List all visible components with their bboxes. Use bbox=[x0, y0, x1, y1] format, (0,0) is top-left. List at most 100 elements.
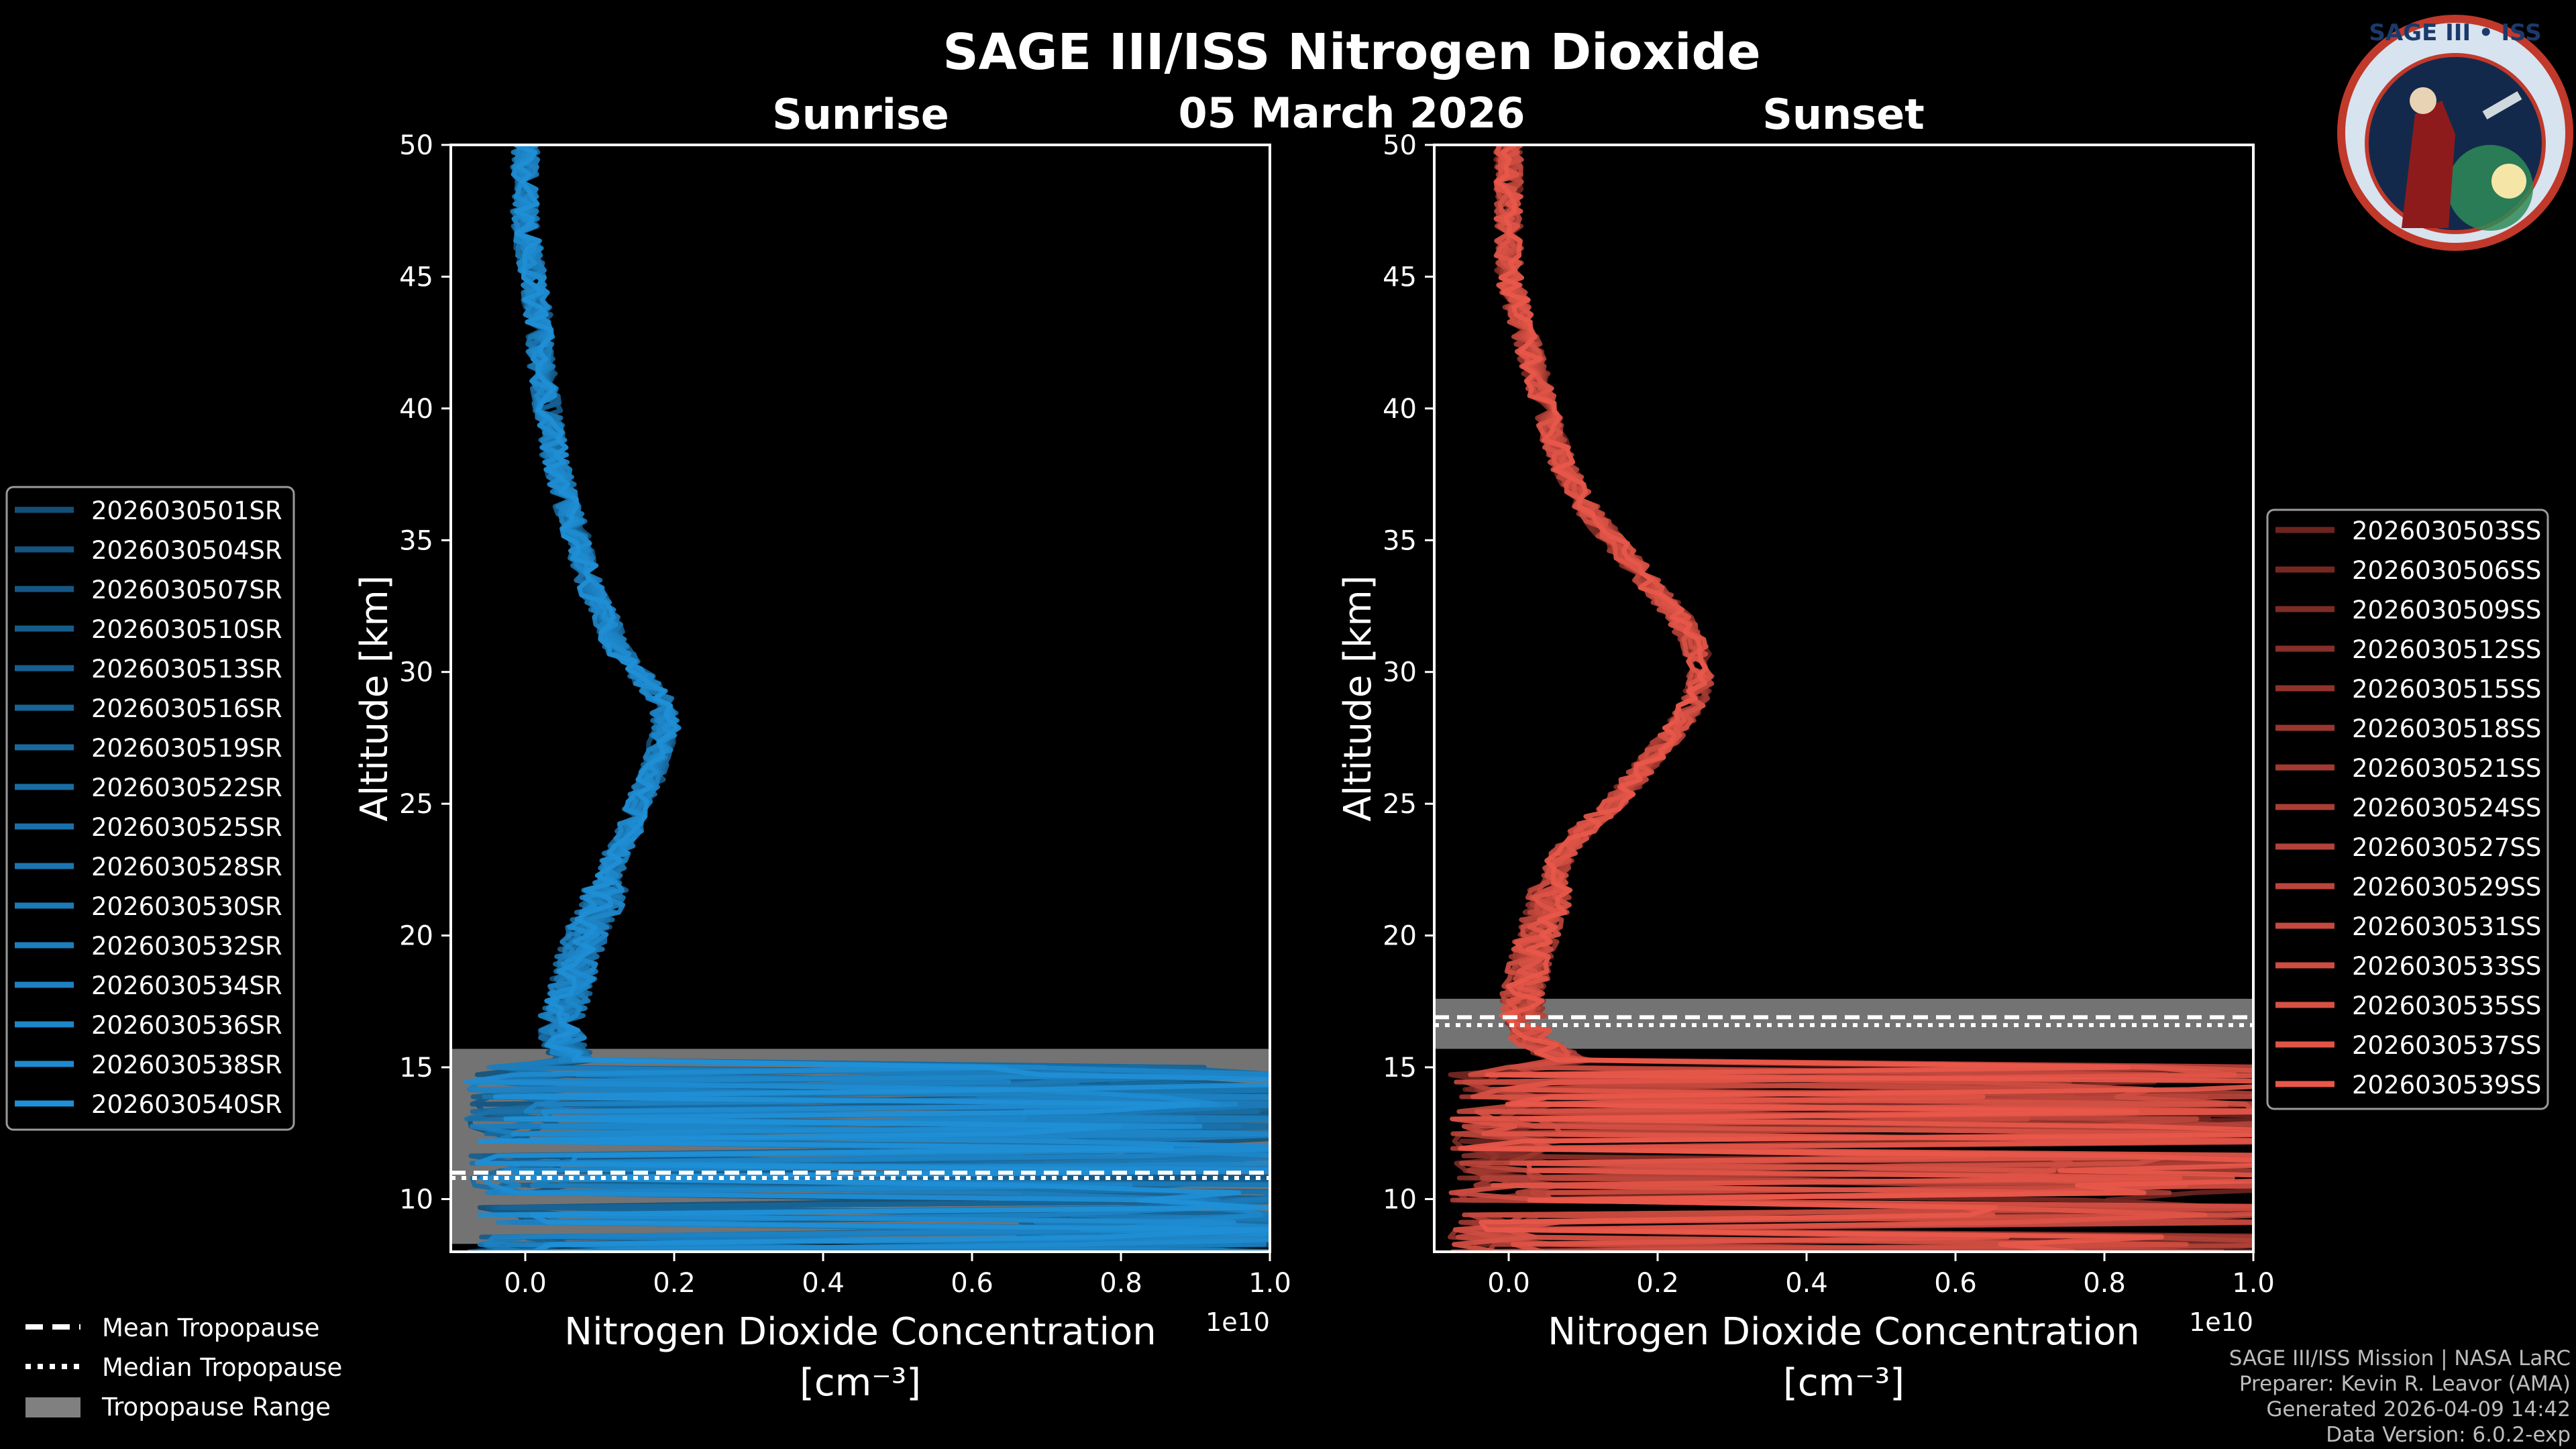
sunset-ytick-label: 35 bbox=[1383, 525, 1417, 556]
legend-label-2026030527SS: 2026030527SS bbox=[2352, 833, 2541, 862]
sunrise-xaxis-unit: [cm⁻³] bbox=[800, 1361, 921, 1405]
sunrise-ytick-label: 15 bbox=[399, 1053, 433, 1083]
legend-label-2026030503SS: 2026030503SS bbox=[2352, 517, 2541, 545]
tropopause-range-swatch bbox=[25, 1397, 80, 1417]
legend-label-2026030528SR: 2026030528SR bbox=[91, 853, 282, 881]
sunset-xtick-label: 1.0 bbox=[2232, 1268, 2275, 1299]
footer-data-version: Data Version: 6.0.2-exp bbox=[2326, 1423, 2571, 1447]
sunset-ytick-label: 10 bbox=[1383, 1184, 1417, 1215]
legend-label-2026030525SR: 2026030525SR bbox=[91, 813, 282, 842]
legend-label-2026030535SS: 2026030535SS bbox=[2352, 991, 2541, 1020]
sunrise-ytick-label: 35 bbox=[399, 525, 433, 556]
footer-credits: SAGE III/ISS Mission | NASA LaRC Prepare… bbox=[2229, 1346, 2571, 1447]
figure-title: SAGE III/ISS Nitrogen Dioxide bbox=[943, 23, 1760, 81]
sunset-ytick-label: 50 bbox=[1383, 130, 1417, 161]
legend-label-2026030524SS: 2026030524SS bbox=[2352, 794, 2541, 822]
sunset-ytick-label: 40 bbox=[1383, 394, 1417, 425]
sunrise-profiles bbox=[464, 145, 1270, 1252]
sunset-yaxis-label: Altitude [km] bbox=[1336, 575, 1380, 821]
legend-label-2026030530SR: 2026030530SR bbox=[91, 892, 282, 921]
sunset-ytick-label: 20 bbox=[1383, 921, 1417, 952]
legend-label-2026030534SR: 2026030534SR bbox=[91, 971, 282, 1000]
sunrise-legend: 2026030501SR 2026030504SR 2026030507SR 2026… bbox=[5, 486, 295, 1131]
badge-name: SAGE III • ISS bbox=[2369, 19, 2541, 46]
legend-label-2026030506SS: 2026030506SS bbox=[2352, 556, 2541, 585]
sunrise-yaxis-label: Altitude [km] bbox=[353, 575, 396, 821]
legend-label-2026030510SR: 2026030510SR bbox=[91, 615, 282, 644]
legend-label-2026030540SR: 2026030540SR bbox=[91, 1090, 282, 1119]
legend-label-2026030533SS: 2026030533SS bbox=[2352, 952, 2541, 981]
sunset-xtick-label: 0.4 bbox=[1785, 1268, 1828, 1299]
sunset-legend-frame bbox=[2266, 508, 2549, 1110]
sunset-ytick-label: 15 bbox=[1383, 1053, 1417, 1083]
sunrise-xtick-label: 1.0 bbox=[1248, 1268, 1291, 1299]
legend-label-2026030504SR: 2026030504SR bbox=[91, 536, 282, 565]
footer-preparer: Preparer: Kevin R. Leavor (AMA) bbox=[2239, 1372, 2571, 1396]
sunset-xaxis-unit: [cm⁻³] bbox=[1783, 1361, 1904, 1405]
sunset-panel-title: Sunset bbox=[1762, 90, 1925, 139]
sunset-ytick-label: 30 bbox=[1383, 657, 1417, 688]
legend-label-2026030516SR: 2026030516SR bbox=[91, 694, 282, 723]
sunrise-ytick-label: 30 bbox=[399, 657, 433, 688]
legend-label-2026030522SR: 2026030522SR bbox=[91, 773, 282, 802]
sunset-xtick-label: 0.2 bbox=[1636, 1268, 1679, 1299]
sunrise-xtick-label: 0.6 bbox=[951, 1268, 994, 1299]
sun-icon bbox=[2491, 164, 2526, 199]
sunrise-ytick-label: 10 bbox=[399, 1184, 433, 1215]
sage-mission-badge: SAGE III • ISS bbox=[2337, 15, 2573, 251]
sunset-xtick-label: 0.8 bbox=[2083, 1268, 2126, 1299]
sunset-xtick-label: 0.6 bbox=[1934, 1268, 1977, 1299]
sunrise-panel: 0.0 0.2 0.4 0.6 0.8 1.0 10 15 20 25 30 35 40 45 50 Nitr… bbox=[353, 130, 1291, 1405]
median-tropopause-label: Median Tropopause bbox=[102, 1353, 342, 1382]
legend-label-2026030539SS: 2026030539SS bbox=[2352, 1071, 2541, 1099]
figure-date: 05 March 2026 bbox=[1178, 89, 1525, 138]
sunrise-xtick-label: 0.0 bbox=[504, 1268, 547, 1299]
sunrise-legend-frame bbox=[5, 486, 295, 1131]
sunset-panel: 0.0 0.2 0.4 0.6 0.8 1.0 10 15 20 25 30 35 40 45 50 Nitr… bbox=[1336, 130, 2275, 1405]
legend-label-2026030538SR: 2026030538SR bbox=[91, 1051, 282, 1079]
sunrise-ytick-label: 25 bbox=[399, 789, 433, 820]
astronomer-figure-icon bbox=[2402, 101, 2455, 228]
sunset-legend: 2026030503SS 2026030506SS 2026030509SS 2026… bbox=[2266, 508, 2549, 1110]
sunset-plot-frame bbox=[1433, 144, 2255, 1253]
profile-2026030539SS bbox=[1458, 145, 2253, 1252]
tropopause-range-label: Tropopause Range bbox=[101, 1393, 331, 1421]
footer-generated: Generated 2026-04-09 14:42 bbox=[2266, 1397, 2571, 1421]
sunset-xaxis-label: Nitrogen Dioxide Concentration bbox=[1548, 1310, 2140, 1354]
sunrise-ytick-label: 20 bbox=[399, 921, 433, 952]
legend-label-2026030537SS: 2026030537SS bbox=[2352, 1031, 2541, 1060]
sunrise-ytick-label: 50 bbox=[399, 130, 433, 161]
sunrise-panel-title: Sunrise bbox=[772, 90, 949, 139]
tropopause-legend: Mean Tropopause Median Tropopause Tropop… bbox=[25, 1313, 342, 1421]
mean-tropopause-label: Mean Tropopause bbox=[102, 1313, 320, 1342]
legend-label-2026030515SS: 2026030515SS bbox=[2352, 675, 2541, 704]
sunset-ytick-label: 25 bbox=[1383, 789, 1417, 820]
iss-satellite-icon bbox=[2482, 91, 2522, 120]
legend-label-2026030518SS: 2026030518SS bbox=[2352, 714, 2541, 743]
sunrise-xtick-label: 0.8 bbox=[1099, 1268, 1142, 1299]
sunset-profiles bbox=[1448, 145, 2253, 1252]
legend-label-2026030509SS: 2026030509SS bbox=[2352, 596, 2541, 625]
legend-label-2026030532SR: 2026030532SR bbox=[91, 932, 282, 961]
sunrise-xaxis-label: Nitrogen Dioxide Concentration bbox=[564, 1310, 1157, 1354]
footer-mission: SAGE III/ISS Mission | NASA LaRC bbox=[2229, 1346, 2571, 1371]
legend-label-2026030521SS: 2026030521SS bbox=[2352, 754, 2541, 783]
legend-label-2026030501SR: 2026030501SR bbox=[91, 496, 282, 525]
legend-label-2026030512SS: 2026030512SS bbox=[2352, 635, 2541, 664]
sunrise-xtick-label: 0.2 bbox=[653, 1268, 696, 1299]
sunset-ytick-label: 45 bbox=[1383, 262, 1417, 292]
profile-2026030540SR bbox=[474, 145, 1270, 1252]
sunset-xaxis-multiplier: 1e10 bbox=[2189, 1307, 2253, 1337]
sunset-legend-entries: 2026030503SS 2026030506SS 2026030509SS 2026… bbox=[2275, 517, 2541, 1099]
sunrise-xtick-label: 0.4 bbox=[802, 1268, 845, 1299]
sunrise-xaxis-multiplier: 1e10 bbox=[1205, 1307, 1270, 1337]
legend-label-2026030513SR: 2026030513SR bbox=[91, 655, 282, 684]
legend-label-2026030529SS: 2026030529SS bbox=[2352, 873, 2541, 902]
legend-label-2026030507SR: 2026030507SR bbox=[91, 576, 282, 604]
legend-label-2026030531SS: 2026030531SS bbox=[2352, 912, 2541, 941]
sunrise-plot-frame bbox=[449, 144, 1271, 1253]
legend-label-2026030536SR: 2026030536SR bbox=[91, 1011, 282, 1040]
legend-label-2026030519SR: 2026030519SR bbox=[91, 734, 282, 763]
astronomer-head-icon bbox=[2410, 87, 2436, 114]
